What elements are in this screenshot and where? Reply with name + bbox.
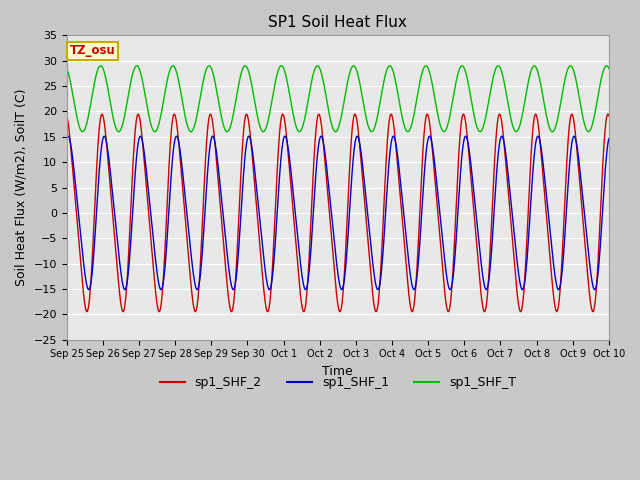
sp1_SHF_T: [223, 129, 231, 134]
sp1_SHF_1: [605, 136, 612, 142]
sp1_SHF_T: [205, 63, 213, 69]
sp1_SHF_T: [595, 90, 602, 96]
sp1_SHF_1: [595, 265, 602, 271]
sp1_SHF_T: [125, 91, 132, 96]
sp1_SHF_2: [536, 140, 544, 146]
sp1_SHF_T: [157, 113, 164, 119]
sp1_SHF_2: [294, 267, 302, 273]
sp1_SHF_1: [229, 287, 237, 292]
sp1_SHF_T: [63, 65, 70, 71]
sp1_SHF_2: [605, 113, 612, 119]
sp1_SHF_T: [536, 79, 544, 84]
sp1_SHF_2: [125, 252, 132, 257]
sp1_SHF_T: [294, 129, 302, 134]
Line: sp1_SHF_T: sp1_SHF_T: [67, 66, 609, 132]
sp1_SHF_1: [157, 287, 164, 292]
sp1_SHF_2: [63, 113, 70, 119]
Text: TZ_osu: TZ_osu: [70, 45, 115, 58]
sp1_SHF_2: [271, 221, 278, 227]
sp1_SHF_2: [157, 304, 164, 310]
sp1_SHF_2: [495, 111, 503, 117]
Y-axis label: Soil Heat Flux (W/m2), SoilT (C): Soil Heat Flux (W/m2), SoilT (C): [15, 89, 28, 286]
sp1_SHF_2: [595, 249, 602, 254]
Line: sp1_SHF_2: sp1_SHF_2: [67, 114, 609, 312]
sp1_SHF_1: [245, 133, 253, 139]
sp1_SHF_T: [271, 81, 279, 86]
sp1_SHF_1: [271, 243, 279, 249]
sp1_SHF_1: [536, 140, 544, 145]
X-axis label: Time: Time: [323, 365, 353, 378]
Title: SP1 Soil Heat Flux: SP1 Soil Heat Flux: [268, 15, 407, 30]
Line: sp1_SHF_1: sp1_SHF_1: [67, 136, 609, 289]
sp1_SHF_T: [605, 65, 612, 71]
sp1_SHF_1: [63, 136, 70, 142]
sp1_SHF_1: [294, 242, 302, 248]
Legend: sp1_SHF_2, sp1_SHF_1, sp1_SHF_T: sp1_SHF_2, sp1_SHF_1, sp1_SHF_T: [155, 372, 521, 395]
sp1_SHF_2: [372, 309, 380, 314]
sp1_SHF_1: [125, 267, 132, 273]
